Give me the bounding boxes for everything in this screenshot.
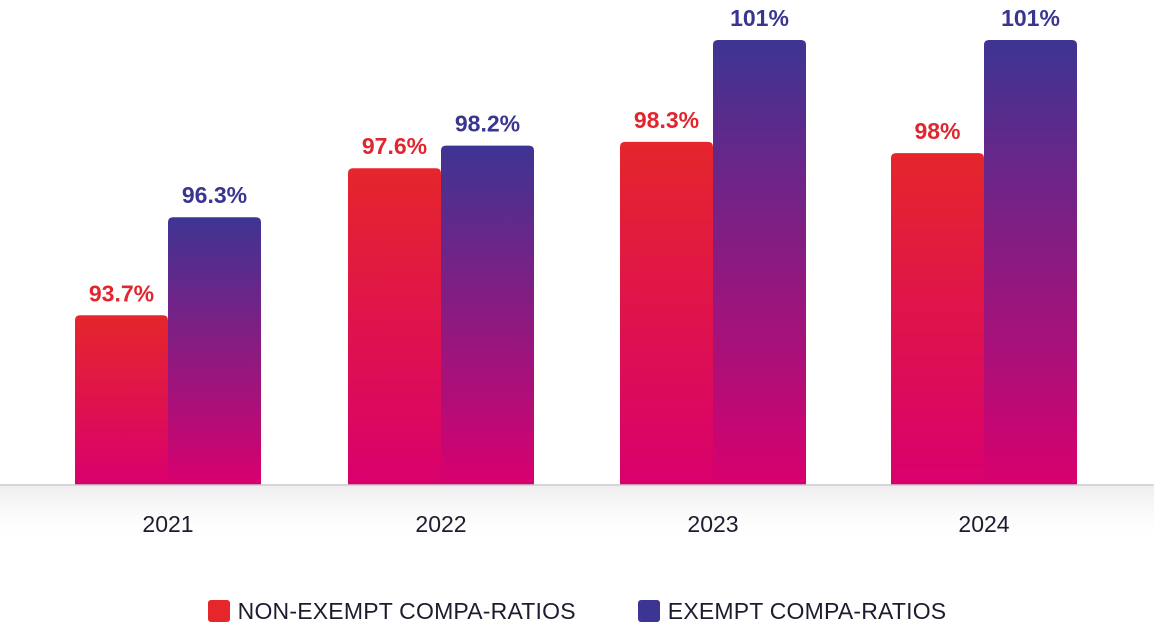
bar-non-exempt-2021 [75,315,168,485]
bar-non-exempt-2022 [348,168,441,485]
legend-label-non-exempt: NON-EXEMPT COMPA-RATIOS [237,597,576,624]
legend-item-non-exempt: NON-EXEMPT COMPA-RATIOS [207,597,576,625]
data-label-exempt-2021: 96.3% [182,182,247,208]
data-label-exempt-2024: 101% [1001,5,1060,31]
legend-swatch-non-exempt [207,600,230,622]
x-tick-labels: 2021 2022 2023 2024 [142,511,1009,537]
x-tick-label-2022: 2022 [415,511,466,537]
legend-item-exempt: EXEMPT COMPA-RATIOS [637,597,947,625]
bar-chart: 93.7% 96.3% 97.6% 98.2% 98.3% 101% 98% 101% 202… [0,5,1154,546]
data-label-non-exempt-2021: 93.7% [89,280,154,306]
x-tick-label-2023: 2023 [687,511,738,537]
bar-non-exempt-2023 [620,141,713,486]
x-tick-label-2024: 2024 [958,511,1009,537]
data-label-non-exempt-2022: 97.6% [362,133,427,159]
bar-non-exempt-2024 [891,153,984,485]
legend-label-exempt: EXEMPT COMPA-RATIOS [667,597,947,624]
axis-band [0,486,1154,546]
bar-exempt-2021 [168,217,261,485]
bars-group: 93.7% 96.3% 97.6% 98.2% 98.3% 101% 98% 101% [75,5,1077,486]
bar-exempt-2023 [713,40,806,485]
legend: NON-EXEMPT COMPA-RATIOS EXEMPT COMPA-RAT… [0,594,1154,628]
x-tick-label-2021: 2021 [142,511,193,537]
data-label-non-exempt-2024: 98% [914,118,960,144]
data-label-non-exempt-2023: 98.3% [634,107,699,133]
data-label-exempt-2023: 101% [730,5,789,31]
bar-exempt-2022 [441,145,534,486]
data-label-exempt-2022: 98.2% [455,111,520,137]
legend-swatch-exempt [637,600,660,622]
bar-exempt-2024 [984,40,1077,485]
